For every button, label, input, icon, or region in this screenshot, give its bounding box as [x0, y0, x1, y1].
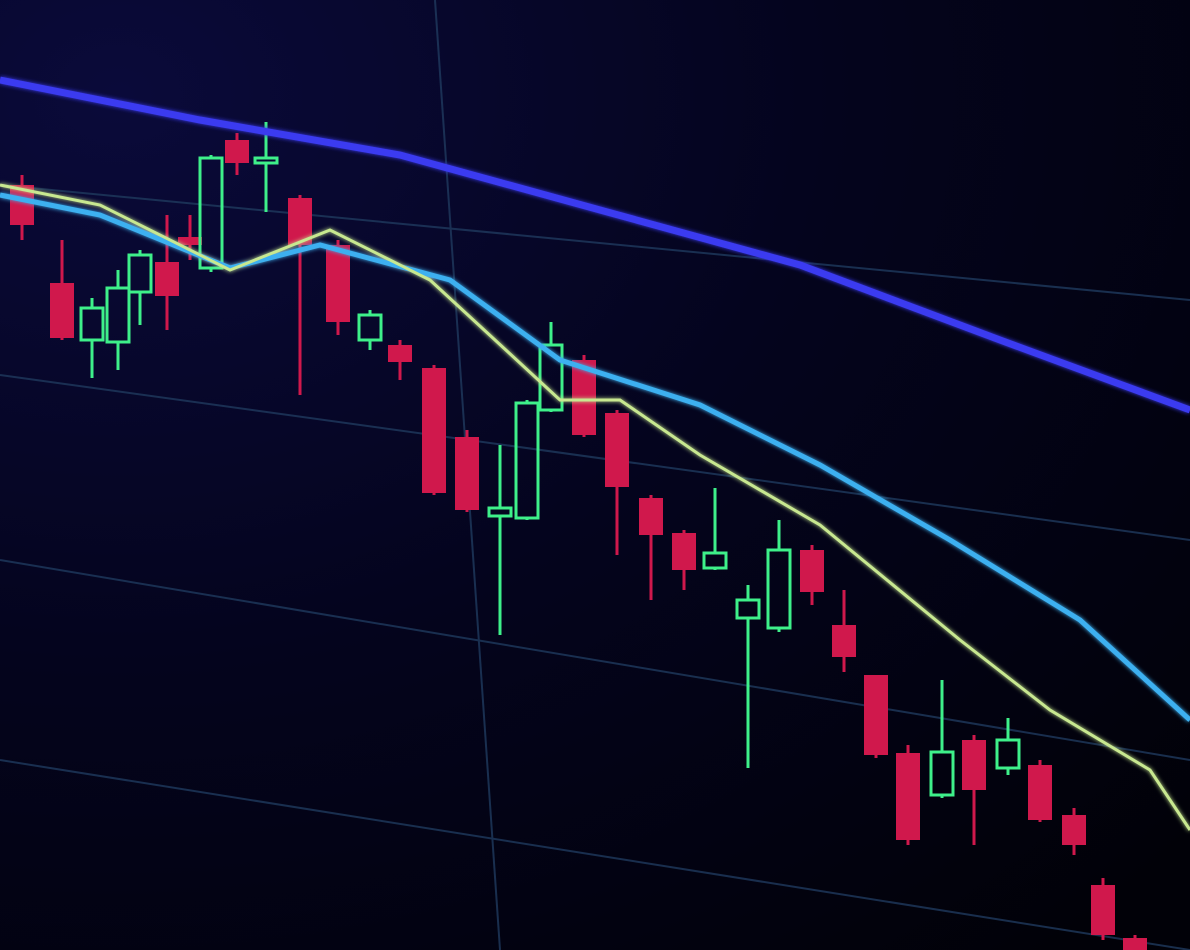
trend-line: [0, 192, 1190, 722]
candle-body: [288, 198, 312, 245]
candle-body: [198, 156, 224, 270]
candle-body: [1028, 765, 1052, 820]
trend-line: [0, 76, 1190, 414]
candle-body: [1123, 938, 1147, 950]
candle-body: [388, 345, 412, 362]
candle-body: [225, 140, 249, 163]
candle-body: [800, 550, 824, 592]
trend-lines: [0, 76, 1190, 831]
candle-body: [127, 253, 153, 294]
candle-body: [155, 262, 179, 296]
candle-body: [735, 598, 761, 620]
candle-body: [702, 551, 728, 570]
candle-body: [864, 675, 888, 755]
candle-body: [253, 156, 279, 165]
grid-line: [0, 759, 1190, 950]
candle-body: [178, 237, 202, 245]
candle-body: [766, 548, 792, 630]
candles: [10, 122, 1147, 950]
candle-body: [50, 283, 74, 338]
candle-body: [455, 437, 479, 510]
candle-body: [672, 533, 696, 570]
candle-body: [105, 286, 131, 344]
candle-body: [929, 750, 955, 797]
candle-body: [605, 413, 629, 487]
grid-line: [0, 559, 1190, 761]
candle-body: [962, 740, 986, 790]
candle-body: [514, 401, 540, 520]
candle-body: [326, 245, 350, 322]
candle-body: [832, 625, 856, 657]
candle-body: [639, 498, 663, 535]
candle-body: [422, 368, 446, 493]
candle-body: [995, 738, 1021, 770]
candle-body: [487, 506, 513, 518]
candle-body: [538, 343, 564, 412]
candle-body: [79, 306, 105, 342]
candle-body: [1091, 885, 1115, 935]
candle-body: [896, 753, 920, 840]
trend-line: [0, 183, 1190, 831]
candle-body: [1062, 815, 1086, 845]
candle-body: [357, 313, 383, 342]
grid-line: [0, 184, 1190, 301]
grid-line: [0, 374, 1190, 541]
